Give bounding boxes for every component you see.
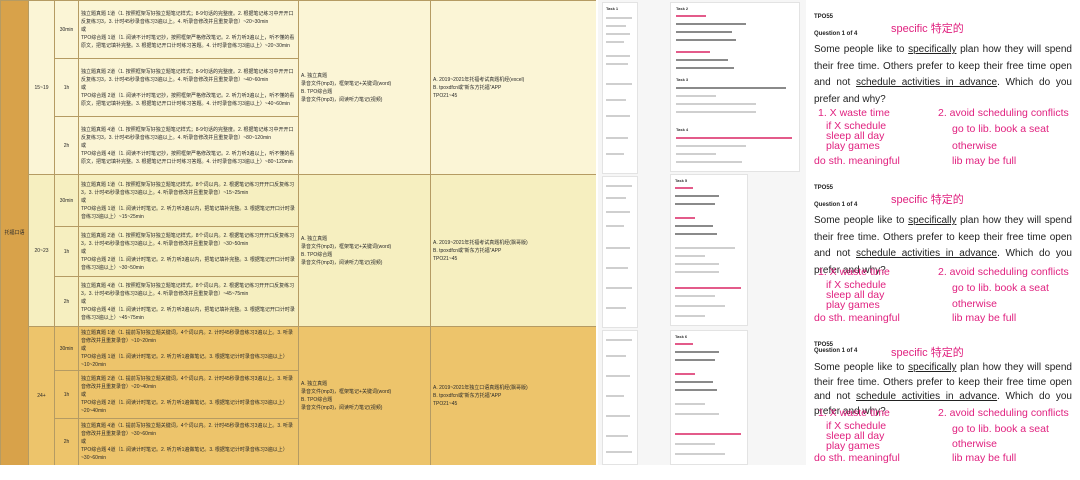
time-cell: 30min [54,326,79,371]
question-panel: TPO55 Question 1 of 4 specific 特定的 Some … [808,173,1080,324]
task-text-cell: 独立题真题 2道（1. 提前写好独立题关键词，4个词以内。2. 计时45秒录音练… [78,370,299,419]
thumbnail-heading: Task 4 [676,127,689,132]
thumbnail-heading: Task 1 [606,6,619,11]
question-panels: TPO55 Question 1 of 4 specific 特定的 Some … [808,0,1080,465]
annotation-note: play games [826,140,880,152]
materials-cell: A. 独立真题 录音文件(mp3)，框架笔记+关键词(word) B. TPO综… [298,326,431,465]
annotation-note: go to lib. book a seat [952,282,1049,294]
thumbnail-page[interactable] [602,330,638,465]
thumbnail-heading: Task 3 [676,77,689,82]
question-number: Question 1 of 4 [814,348,858,354]
task-text-cell: 独立题真题 2道（1. 按照框架写好独立题笔记样式，8个词以内。2. 根据笔记练… [78,226,299,277]
tpo-number: TPO55 [814,342,834,348]
annotation-specific: specific 特定的 [891,347,964,359]
question-number: Question 1 of 4 [814,202,858,208]
thumbnail-page[interactable] [602,176,638,328]
time-cell: 30min [54,174,79,227]
annotation-note: sleep all day [826,130,885,142]
sources-cell: A. 2019~2021年托福考试真题机经(excel) B. tpoxdfcn… [430,0,596,175]
document-thumbnails: Task 1 Task 2 [598,0,806,465]
task-text-cell: 独立题真题 4道（1. 按照框架写好独立题笔记样式；8-9句话的完整度。2. 根… [78,116,299,175]
annotation-note: if X schedule [826,279,887,291]
time-cell: 2h [54,276,79,327]
time-cell: 2h [54,418,79,465]
time-cell: 2h [54,116,79,175]
score-band-cell: 24+ [28,326,55,465]
annotation-option-1: 1. X waste time [818,266,890,278]
annotation-option-2: 2. avoid scheduling conflicts [938,407,1069,419]
annotation-note: lib may be full [952,452,1017,464]
materials-cell: A. 独立真题 录音文件(mp3)，框架笔记+关键词(word) B. TPO综… [298,0,431,175]
annotation-specific: specific 特定的 [891,23,964,35]
task-text-cell: 独立题真题 4道（1. 提前写好独立题关键词，4个词以内。2. 计时45秒录音练… [78,418,299,465]
question-panel: TPO55 Question 1 of 4 specific 特定的 Some … [808,2,1080,167]
annotation-note: do sth. meaningful [814,312,900,324]
annotation-option-2: 2. avoid scheduling conflicts [938,107,1069,119]
thumbnail-page[interactable]: Task 1 [602,2,638,174]
annotation-specific: specific 特定的 [891,194,964,206]
thumbnail-heading: Task 5 [675,178,688,183]
question-prompt: Some people like to specifically plan ho… [814,44,1072,105]
annotation-option-1: 1. X waste time [818,107,890,119]
annotation-option-1: 1. X waste time [818,407,890,419]
sources-cell: A. 2019~2021年托福考试真题机经(飘哥版) B. tpoxdfcn或“… [430,174,596,327]
time-cell: 30min [54,0,79,59]
annotation-note: otherwise [952,438,997,450]
thumbnail-page[interactable]: Task 6 [670,330,748,465]
annotation-note: otherwise [952,140,997,152]
question-prompt: Some people like to specifically plan ho… [814,215,1072,276]
thumbnail-page[interactable]: Task 5 [670,174,748,326]
annotation-note: lib may be full [952,312,1017,324]
thumbnail-heading: Task 2 [676,6,689,11]
score-band-cell: 20~23 [28,174,55,327]
annotation-note: play games [826,299,880,311]
annotation-note: if X schedule [826,120,887,132]
annotation-note: if X schedule [826,420,887,432]
thumbnail-heading: Task 6 [675,334,688,339]
annotation-note: sleep all day [826,289,885,301]
annotation-note: do sth. meaningful [814,452,900,464]
task-text-cell: 独立题真题 4道（1. 按照框架写好独立题笔记样式，8个词以内。2. 根据笔记练… [78,276,299,327]
thumbnail-page[interactable]: Task 2 Task 3 Task 4 [670,2,800,172]
main-category-cell: 托福口语 [0,0,29,465]
speaking-plan-table: 托福口语 15~19 30min 独立题真题 1道（1. 按照框架写好独立题笔记… [0,0,596,465]
time-cell: 1h [54,226,79,277]
task-text-cell: 独立题真题 1道（1. 按照框架写好独立题笔记样式；8-9句话的完整度。2. 根… [78,0,299,59]
annotation-option-2: 2. avoid scheduling conflicts [938,266,1069,278]
question-prompt: Some people like to specifically plan ho… [814,362,1072,417]
annotation-note: sleep all day [826,430,885,442]
task-text-cell: 独立题真题 2道（1. 按照框架写好独立题笔记样式；8-9句话的完整度。2. 根… [78,58,299,117]
tpo-number: TPO55 [814,14,834,20]
annotation-note: lib may be full [952,155,1017,167]
annotation-note: do sth. meaningful [814,155,900,167]
question-panel: TPO55 Question 1 of 4 specific 特定的 Some … [808,330,1080,480]
task-text-cell: 独立题真题 1道（1. 提前写好独立题关键词，4个词以内。2. 计时45秒录音练… [78,326,299,371]
materials-cell: A. 独立真题 录音文件(mp3)，框架笔记+关键词(word) B. TPO综… [298,174,431,327]
time-cell: 1h [54,370,79,419]
question-number: Question 1 of 4 [814,31,858,37]
sources-cell: A. 2019~2021年独立口语真题机经(飘哥版) B. tpoxdfcn或“… [430,326,596,465]
annotation-note: go to lib. book a seat [952,423,1049,435]
time-cell: 1h [54,58,79,117]
tpo-number: TPO55 [814,185,834,191]
task-text-cell: 独立题真题 1道（1. 按照框架写好独立题笔记样式，8个词以内。2. 根据笔记练… [78,174,299,227]
score-band-cell: 15~19 [28,0,55,175]
annotation-note: play games [826,440,880,452]
annotation-note: go to lib. book a seat [952,123,1049,135]
annotation-note: otherwise [952,298,997,310]
